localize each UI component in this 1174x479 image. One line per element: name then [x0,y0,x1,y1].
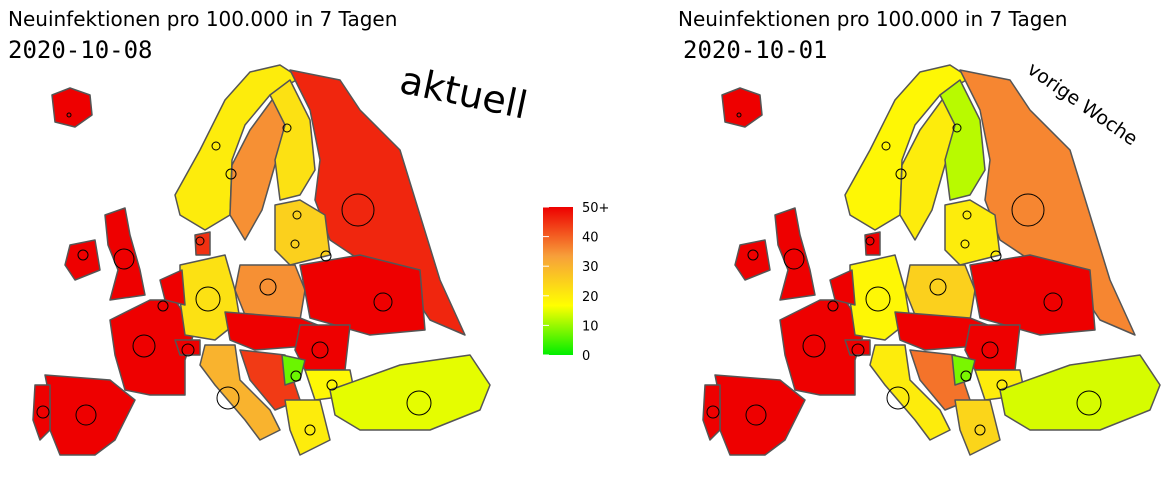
legend-tick-label: 40 [582,231,599,246]
region [299,254,426,336]
region [904,264,976,321]
city-marker [960,370,972,382]
city-marker [802,334,826,358]
city-marker [326,379,338,391]
city-marker [990,250,1002,262]
city-marker [736,112,742,118]
region [44,374,136,456]
color-bar [543,207,573,355]
legend-tick-label: 50+ [582,201,609,216]
city-marker [783,248,805,270]
legend-tick-label: 20 [582,290,599,305]
city-marker [311,341,329,359]
map [702,64,1161,456]
city-marker [77,249,89,261]
city-marker [974,424,986,436]
region [109,299,196,396]
city-marker [745,404,767,426]
city-marker [304,424,316,436]
city-marker [195,286,221,312]
city-marker [282,123,292,133]
city-marker [195,236,205,246]
region [199,344,281,441]
region [51,87,93,128]
city-marker [865,286,891,312]
region [281,354,306,386]
city-marker [373,292,393,312]
map-title: Neuinfektionen pro 100.000 in 7 Tagen [678,7,1067,31]
city-marker [886,386,910,410]
city-marker [881,141,891,151]
legend: 0 10 20 30 40 50+ [543,201,609,364]
region [159,269,186,306]
region [32,384,51,441]
city-marker [747,249,759,261]
region [329,354,491,431]
region [999,354,1161,431]
city-marker [36,405,50,419]
city-marker [75,404,97,426]
maps [32,64,1161,456]
city-marker [960,239,970,249]
city-marker [996,379,1008,391]
city-marker [320,250,332,262]
city-marker [706,405,720,419]
region [779,299,866,396]
region [234,264,306,321]
map-title: Neuinfektionen pro 100.000 in 7 Tagen [8,7,397,31]
city-marker [216,386,240,410]
city-marker [341,193,375,227]
region [174,339,201,356]
city-marker [865,236,875,246]
city-marker [290,239,300,249]
region [969,254,1096,336]
region [869,344,951,441]
city-marker [952,123,962,133]
city-marker [962,210,972,220]
region [939,79,986,201]
legend-tick-label: 0 [582,349,590,364]
legend-tick-label: 10 [582,319,599,334]
city-marker [929,278,947,296]
city-marker [827,300,839,312]
region [714,374,806,456]
city-marker [406,390,432,416]
city-marker [113,248,135,270]
region [721,87,763,128]
region [951,354,976,386]
city-marker [132,334,156,358]
city-marker [66,112,72,118]
city-marker [225,168,237,180]
city-marker [981,341,999,359]
legend-tick-label: 30 [582,260,599,275]
city-marker [1076,390,1102,416]
region [104,207,146,301]
region [864,231,881,256]
region [269,79,316,201]
city-marker [851,343,865,357]
city-marker [1043,292,1063,312]
region [844,339,871,356]
city-marker [1011,193,1045,227]
map-date: 2020-10-01 [683,36,828,64]
region [194,231,211,256]
region [284,399,331,456]
city-marker [292,210,302,220]
region [954,399,1001,456]
city-marker [157,300,169,312]
region [944,199,1001,266]
annotation: aktuell [396,58,531,128]
city-marker [290,370,302,382]
city-marker [895,168,907,180]
map-date: 2020-10-08 [8,36,153,64]
region [829,269,856,306]
city-marker [211,141,221,151]
map [32,64,491,456]
region [774,207,816,301]
city-marker [259,278,277,296]
city-marker [181,343,195,357]
region [702,384,721,441]
region [274,199,331,266]
